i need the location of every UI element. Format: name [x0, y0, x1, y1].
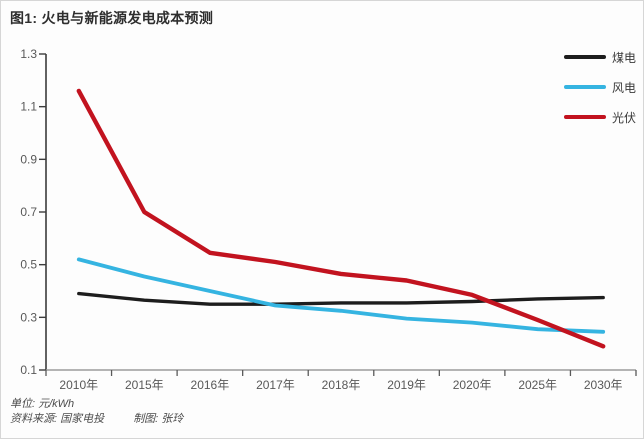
x-tick-label: 2017年	[256, 378, 295, 392]
x-tick-label: 2015年	[125, 378, 164, 392]
chart-title: 图1: 火电与新能源发电成本预测	[10, 10, 214, 26]
y-tick-label: 0.3	[20, 310, 37, 324]
legend-item-wind: 风电	[564, 80, 637, 95]
legend-item-coal: 煤电	[564, 50, 637, 65]
x-tick-label: 2018年	[322, 378, 361, 392]
y-tick-label: 0.1	[20, 363, 37, 377]
legend-swatch-wind	[564, 85, 606, 89]
legend-label-wind: 风电	[612, 80, 637, 95]
credit-label: 制图: 张玲	[133, 413, 184, 425]
series-line-solar	[76, 88, 606, 349]
y-tick-label: 0.5	[20, 258, 37, 272]
x-tick-label: 2010年	[59, 378, 98, 392]
legend-item-solar: 光伏	[564, 110, 637, 125]
legend-swatch-coal	[564, 55, 606, 59]
x-tick-label: 2016年	[191, 378, 230, 392]
legend: 煤电 风电 光伏	[564, 50, 636, 140]
y-tick-label: 1.1	[20, 100, 37, 114]
source-label: 资料来源: 国家电投	[10, 413, 105, 425]
x-tick-label: 2019年	[387, 378, 426, 392]
x-tick-label: 2020年	[453, 378, 492, 392]
legend-label-coal: 煤电	[612, 50, 637, 65]
series-line-coal	[77, 291, 605, 306]
footer-source-row: 资料来源: 国家电投 制图: 张玲	[10, 412, 183, 427]
series-line-wind	[76, 257, 606, 334]
x-tick-label: 2025年	[518, 378, 557, 392]
y-tick-label: 0.7	[20, 205, 37, 219]
legend-swatch-solar	[564, 115, 606, 119]
unit-label: 单位: 元/kWh	[10, 398, 75, 410]
legend-label-solar: 光伏	[612, 110, 637, 125]
y-tick-label: 0.9	[20, 152, 37, 166]
y-tick-label: 1.3	[20, 47, 37, 61]
footer: 单位: 元/kWh 资料来源: 国家电投 制图: 张玲	[10, 397, 183, 427]
x-tick-label: 2030年	[584, 378, 623, 392]
